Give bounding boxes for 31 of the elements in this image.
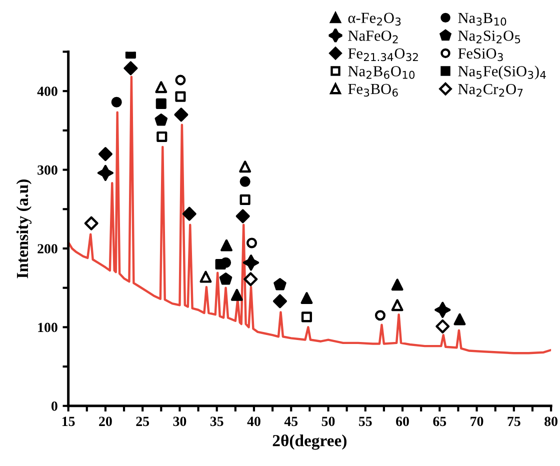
y-tick-label: 0 [51, 401, 58, 411]
legend-label: α-Fe$_{2}$O$_{3}$ [348, 12, 401, 26]
x-tick-label: 20 [99, 416, 112, 426]
legend-label: Na$_{5}$Fe(SiO$_{3}$)$_{4}$ [458, 66, 546, 80]
legend-label: Na$_{2}$B$_{6}$O$_{10}$ [348, 66, 415, 79]
legend-label: Na$_{2}$Cr$_{2}$O$_{7}$ [458, 84, 523, 97]
x-axis-title: 2θ(degree) [272, 434, 346, 450]
legend-label: NaFeO$_{2}$ [348, 30, 398, 44]
y-tick-label: 300 [38, 165, 58, 175]
x-tick-label: 35 [210, 416, 224, 426]
x-tick-label: 55 [358, 416, 372, 426]
y-axis-title: Intensity (a.u) [16, 180, 32, 278]
x-tick-label: 45 [284, 416, 298, 426]
x-tick-label: 70 [470, 416, 484, 426]
x-tick-label: 80 [544, 416, 558, 426]
legend-label: Na$_{2}$Si$_{2}$O$_{5}$ [458, 30, 520, 44]
legend-label: FeSiO$_{3}$ [458, 48, 503, 62]
x-tick-label: 60 [396, 416, 409, 426]
y-tick-label: 100 [38, 322, 58, 332]
x-tick-label: 30 [173, 416, 186, 426]
legend-label: Na$_{3}$B$_{10}$ [458, 12, 506, 26]
x-tick-label: 50 [322, 416, 335, 426]
y-tick-label: 400 [37, 86, 58, 96]
x-tick-label: 65 [433, 416, 446, 426]
legend-label: Fe$_{21.34}$O$_{32}$ [348, 48, 418, 62]
legend-label: Fe$_{3}$BO$_{6}$ [348, 84, 398, 97]
y-tick-label: 200 [38, 244, 58, 254]
x-tick-label: 15 [62, 416, 75, 426]
x-tick-label: 25 [136, 416, 150, 426]
x-tick-label: 40 [247, 416, 260, 426]
x-tick-label: 75 [508, 416, 520, 426]
